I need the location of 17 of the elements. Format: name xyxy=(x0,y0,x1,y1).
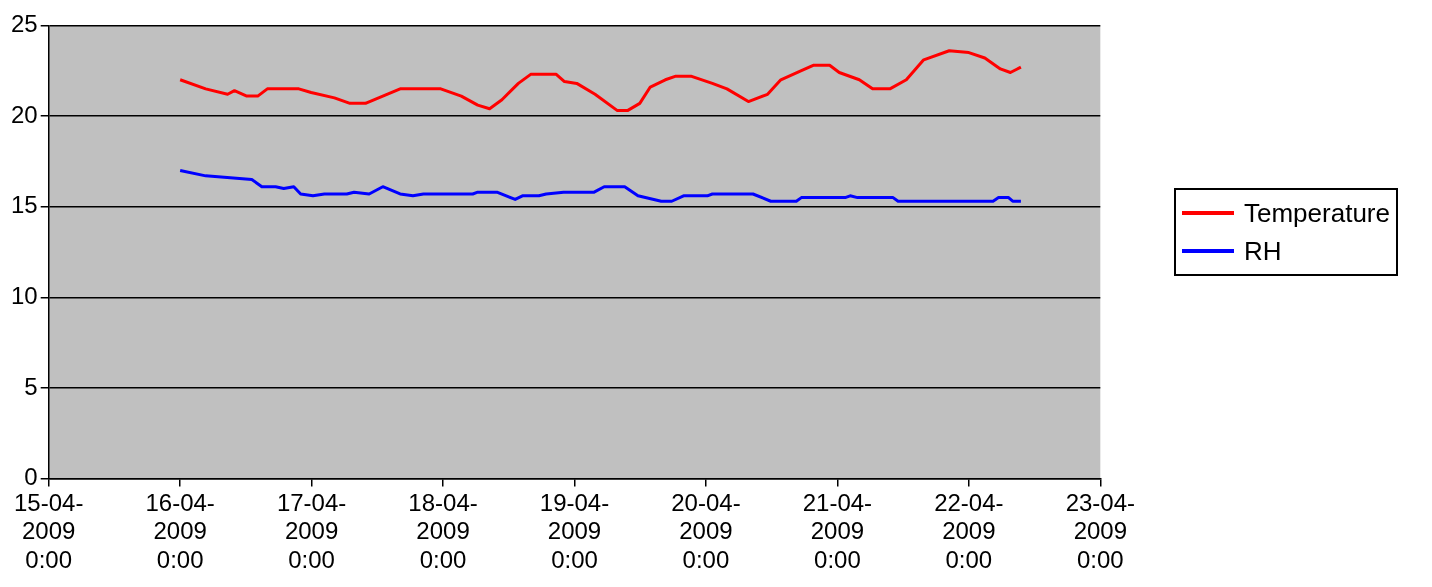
legend-label: RH xyxy=(1244,235,1282,268)
x-tick-label: 20-04-2009 0:00 xyxy=(671,488,741,574)
legend-label: Temperature xyxy=(1244,197,1390,230)
x-tick-label: 23-04-2009 0:00 xyxy=(1065,488,1135,574)
x-tick-label: 18-04-2009 0:00 xyxy=(408,488,478,574)
x-tick-label: 15-04-2009 0:00 xyxy=(14,488,84,574)
y-tick-label: 20 xyxy=(10,100,38,128)
y-tick-label: 10 xyxy=(10,281,38,309)
x-tick-label: 22-04-2009 0:00 xyxy=(934,488,1004,574)
y-tick-label: 15 xyxy=(10,191,38,219)
x-tick-label: 21-04-2009 0:00 xyxy=(802,488,873,574)
x-tick-label: 17-04-2009 0:00 xyxy=(276,488,347,574)
x-tick-label: 19-04-2009 0:00 xyxy=(539,488,610,574)
y-tick-label: 5 xyxy=(24,372,38,400)
x-tick-label: 16-04-2009 0:00 xyxy=(145,488,215,574)
y-tick-label: 0 xyxy=(24,463,38,491)
y-tick-label: 25 xyxy=(10,10,38,38)
